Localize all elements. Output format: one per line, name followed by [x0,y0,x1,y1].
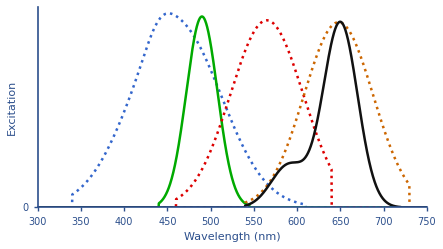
X-axis label: Wavelength (nm): Wavelength (nm) [184,232,280,242]
Y-axis label: Excitation: Excitation [7,80,17,135]
